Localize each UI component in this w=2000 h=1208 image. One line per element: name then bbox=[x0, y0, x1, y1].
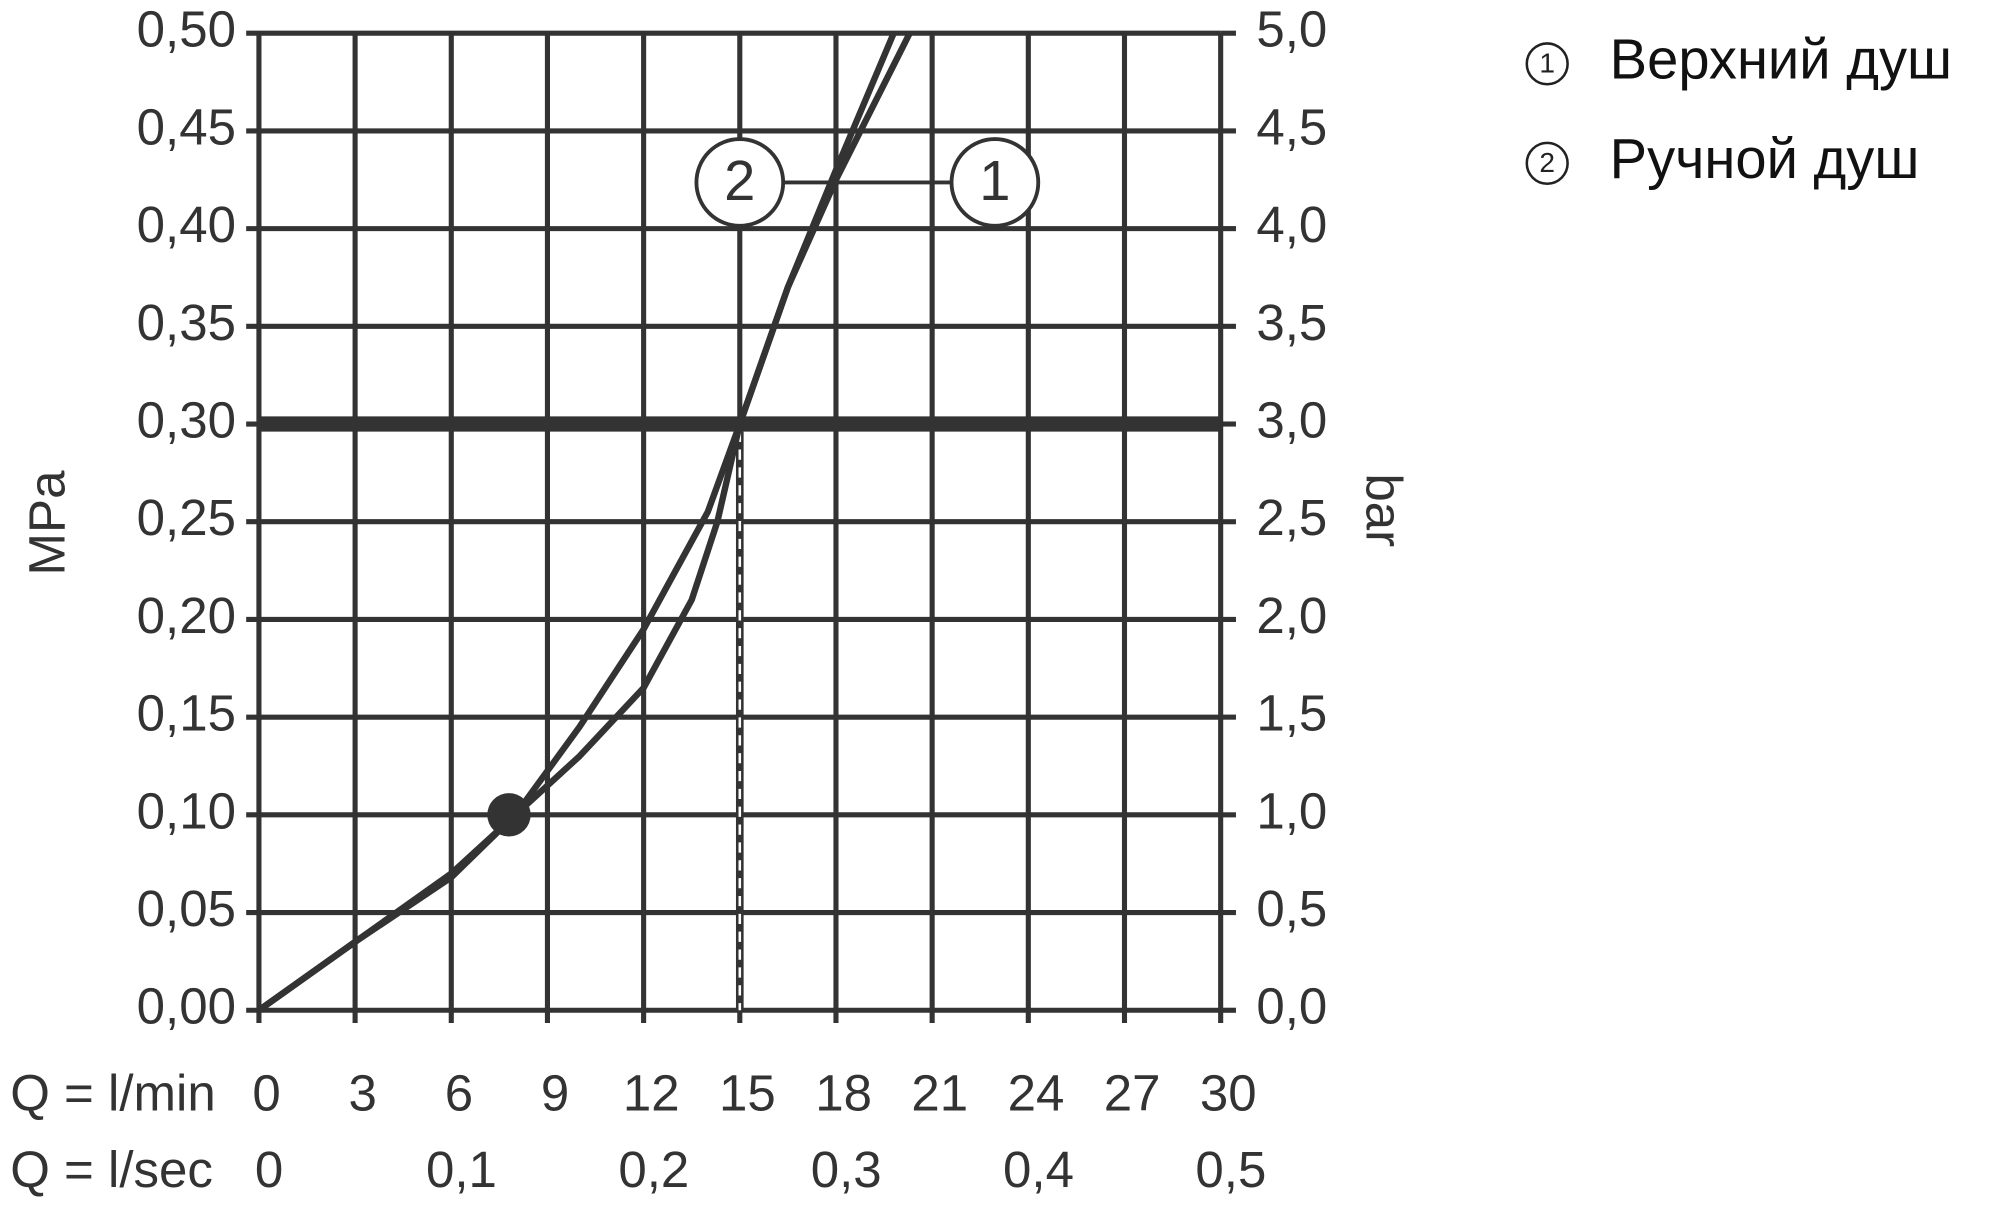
x2-tick-label: 0,4 bbox=[1003, 1141, 1074, 1198]
x2-tick-label: 0 bbox=[255, 1141, 283, 1198]
y2-tick-label: 2,5 bbox=[1256, 489, 1327, 546]
y-tick-label: 0,05 bbox=[137, 880, 236, 937]
y-tick-label: 0,35 bbox=[137, 294, 236, 351]
y2-tick-label: 4,5 bbox=[1256, 98, 1327, 155]
y2-tick-label: 1,0 bbox=[1256, 782, 1327, 839]
y2-tick-label: 2,0 bbox=[1256, 587, 1327, 644]
x-tick-label: 9 bbox=[541, 1064, 569, 1121]
y-tick-label: 0,30 bbox=[137, 392, 236, 449]
x-tick-label: 3 bbox=[349, 1064, 377, 1121]
y2-tick-label: 3,5 bbox=[1256, 294, 1327, 351]
y2-tick-label: 4,0 bbox=[1256, 196, 1327, 253]
y2-tick-label: 1,5 bbox=[1256, 685, 1327, 742]
callout-label: 2 bbox=[724, 149, 755, 212]
y-axis-label: MPa bbox=[19, 470, 76, 576]
y2-tick-label: 0,5 bbox=[1256, 880, 1327, 937]
series-line bbox=[257, 31, 913, 1013]
x-tick-label: 24 bbox=[1008, 1064, 1065, 1121]
legend-label: Ручной душ bbox=[1610, 127, 1920, 190]
x-tick-label: 0 bbox=[252, 1064, 280, 1121]
y-tick-label: 0,25 bbox=[137, 489, 236, 546]
x-tick-label: 27 bbox=[1104, 1064, 1161, 1121]
y2-tick-label: 0,0 bbox=[1256, 978, 1327, 1035]
x2-tick-label: 0,2 bbox=[618, 1141, 689, 1198]
x2-axis-label: Q = l/sec bbox=[10, 1141, 213, 1198]
callout-label: 1 bbox=[979, 149, 1010, 212]
legend-circle bbox=[1525, 141, 1569, 185]
x-axis-label: Q = l/min bbox=[10, 1064, 216, 1121]
x2-tick-label: 0,1 bbox=[426, 1141, 497, 1198]
x-tick-label: 12 bbox=[623, 1064, 680, 1121]
x-tick-label: 30 bbox=[1200, 1064, 1257, 1121]
y2-axis-label: bar bbox=[1356, 473, 1413, 547]
y-tick-label: 0,50 bbox=[137, 1, 236, 58]
legend-number: 2 bbox=[1539, 147, 1555, 178]
legend-label: Верхний душ bbox=[1610, 28, 1952, 91]
y-tick-label: 0,00 bbox=[137, 978, 236, 1035]
x-tick-label: 18 bbox=[815, 1064, 872, 1121]
x2-tick-label: 0,5 bbox=[1195, 1141, 1266, 1198]
x-tick-label: 21 bbox=[911, 1064, 968, 1121]
y-tick-label: 0,15 bbox=[137, 685, 236, 742]
y-tick-label: 0,45 bbox=[137, 98, 236, 155]
callout-circle bbox=[949, 137, 1041, 228]
y2-tick-label: 3,0 bbox=[1256, 392, 1327, 449]
x2-tick-label: 0,3 bbox=[811, 1141, 882, 1198]
callout-circle bbox=[694, 137, 786, 228]
operating-point bbox=[487, 793, 531, 837]
legend-number: 1 bbox=[1539, 48, 1555, 79]
legend-circle bbox=[1525, 42, 1569, 86]
x-tick-label: 6 bbox=[445, 1064, 473, 1121]
y-tick-label: 0,10 bbox=[137, 782, 236, 839]
y2-tick-label: 5,0 bbox=[1256, 1, 1327, 58]
x-tick-label: 15 bbox=[719, 1064, 776, 1121]
y-tick-label: 0,40 bbox=[137, 196, 236, 253]
y-tick-label: 0,20 bbox=[137, 587, 236, 644]
